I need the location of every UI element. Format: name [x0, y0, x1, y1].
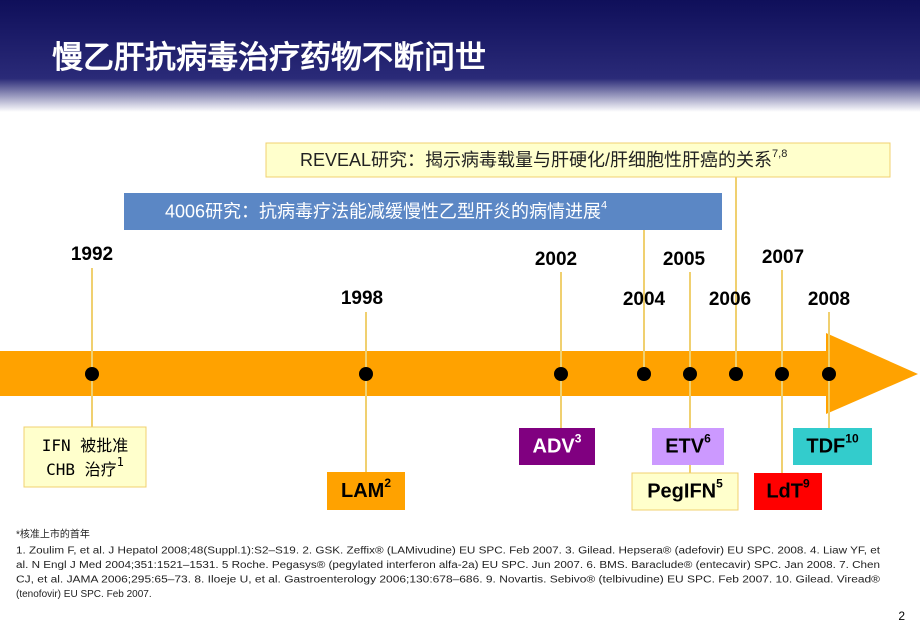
- study-text: REVEAL研究：揭示病毒载量与肝硬化/肝细胞性肝癌的关系: [300, 150, 772, 170]
- drug-ref: 3: [575, 432, 582, 446]
- year-label: 1992: [71, 244, 113, 265]
- study-label: 4006研究：抗病毒疗法能减缓慢性乙型肝炎的病情进展4: [165, 199, 607, 221]
- drug-label: ADV3: [533, 432, 582, 458]
- drug-ref: 10: [845, 432, 859, 446]
- drug-box: [652, 428, 724, 465]
- drug-ref: 5: [716, 477, 723, 491]
- timeline-dot: [729, 367, 743, 381]
- reference-line: CJ, et al. JAMA 2006;295:65–73. 8. Iloej…: [16, 575, 881, 586]
- drug-label: LdT9: [766, 477, 810, 503]
- timeline-dot: [85, 367, 99, 381]
- timeline-dot: [637, 367, 651, 381]
- timeline-dot: [554, 367, 568, 381]
- drug-box: [754, 473, 822, 510]
- study-ref: 4: [601, 199, 607, 211]
- drug-text: PegIFN: [647, 481, 716, 503]
- drug-label: IFN 被批准: [42, 436, 129, 455]
- year-label: 2004: [623, 289, 666, 310]
- drug-text: LdT: [766, 481, 803, 503]
- page-number: 2: [898, 609, 905, 623]
- drug-ref: 1: [117, 455, 124, 469]
- year-label: 2006: [709, 289, 751, 310]
- timeline-dot: [822, 367, 836, 381]
- timeline-dot: [359, 367, 373, 381]
- timeline-dot: [683, 367, 697, 381]
- year-label: 1998: [341, 288, 383, 309]
- timeline-arrow: [0, 333, 918, 414]
- reference-line: al. N Engl J Med 2004;351:1521–1531. 5 R…: [16, 560, 880, 571]
- year-label: 2008: [808, 289, 850, 310]
- drug-label: PegIFN5: [647, 477, 723, 503]
- reference-line: (tenofovir) EU SPC. Feb 2007.: [16, 589, 152, 600]
- drug-text: CHB 治疗: [46, 460, 117, 479]
- year-label: 2005: [663, 249, 706, 270]
- study-box: [265, 142, 891, 178]
- drug-label: TDF10: [806, 432, 859, 458]
- drug-box: [327, 472, 405, 510]
- study-box: [124, 193, 722, 230]
- reference-line: 1. Zoulim F, et al. J Hepatol 2008;48(Su…: [16, 546, 880, 557]
- year-label: 2002: [535, 249, 577, 270]
- year-label: 2007: [762, 247, 804, 268]
- drug-box: [631, 472, 739, 511]
- drug-box: [519, 428, 595, 465]
- drug-ref: 2: [384, 476, 391, 490]
- drug-text: ADV: [533, 436, 576, 458]
- drug-ref: 9: [803, 477, 810, 491]
- drug-text: IFN 被批准: [42, 436, 129, 455]
- title: 慢乙肝抗病毒治疗药物不断问世: [52, 40, 486, 75]
- header-bar: [0, 0, 920, 112]
- timeline-dot: [775, 367, 789, 381]
- study-text: 4006研究：抗病毒疗法能减缓慢性乙型肝炎的病情进展: [165, 201, 601, 221]
- drug-text: ETV: [665, 436, 705, 458]
- drug-label: CHB 治疗1: [46, 455, 124, 479]
- drug-text: TDF: [806, 436, 845, 458]
- footnote-note: *核准上市的首年: [16, 528, 90, 541]
- study-label: REVEAL研究：揭示病毒载量与肝硬化/肝细胞性肝癌的关系7,8: [300, 148, 787, 170]
- drug-box: [23, 426, 147, 488]
- study-ref: 7,8: [772, 148, 787, 160]
- drug-text: LAM: [341, 480, 384, 502]
- drug-ref: 6: [704, 432, 711, 446]
- drug-box: [793, 428, 872, 465]
- drug-label: ETV6: [665, 432, 711, 458]
- drug-label: LAM2: [341, 476, 391, 502]
